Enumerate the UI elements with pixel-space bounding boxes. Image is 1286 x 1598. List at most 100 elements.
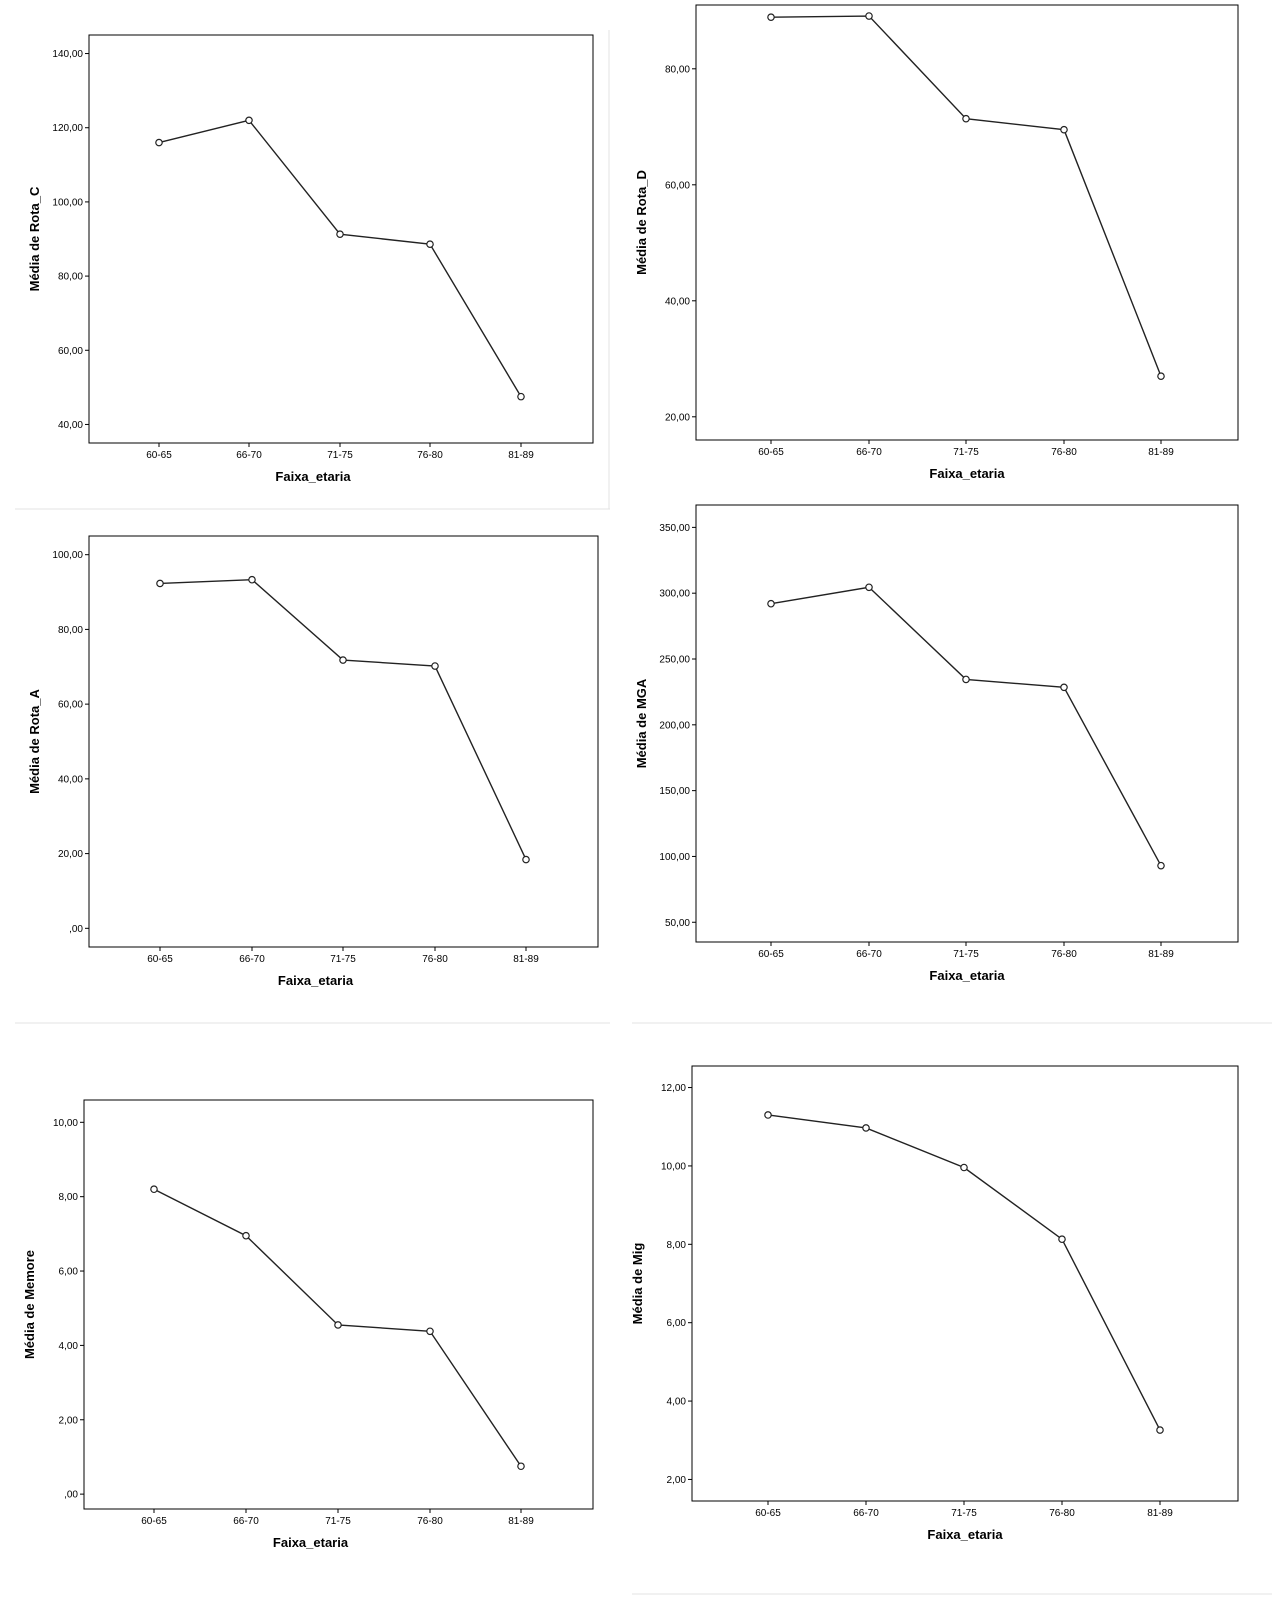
x-tick-label: 71-75 (953, 949, 979, 960)
x-tick-label: 76-80 (417, 1516, 443, 1527)
y-tick-label: 120,00 (52, 123, 83, 134)
x-tick-label: 81-89 (1148, 949, 1174, 960)
series-line (770, 586, 1162, 866)
x-tick-label: 81-89 (508, 450, 534, 461)
x-tick-label: 66-70 (239, 954, 265, 965)
x-tick-label: 60-65 (758, 949, 784, 960)
data-point (242, 1231, 250, 1240)
x-tick-label: 76-80 (1049, 1508, 1075, 1519)
y-tick-label: 80,00 (58, 272, 83, 283)
plot-frame (695, 504, 1239, 943)
series-line (770, 15, 1162, 377)
data-point (426, 240, 434, 248)
data-point (517, 1462, 525, 1471)
x-tick-label: 66-70 (236, 450, 262, 461)
series-line (158, 119, 522, 397)
y-tick-label: 20,00 (665, 412, 690, 423)
x-tick-label: 60-65 (758, 447, 784, 458)
data-point (522, 855, 530, 864)
y-tick-label: 150,00 (659, 786, 690, 797)
line-chart-4: 50,00 100,00 150,00 200,00 250,00 300,00 350,0… (634, 504, 1239, 983)
series-line (159, 579, 527, 860)
x-axis-title: Faixa_etaria (275, 469, 351, 484)
data-point (426, 1327, 434, 1336)
y-tick-label: 60,00 (58, 346, 83, 357)
data-point (339, 656, 347, 664)
plot-frame (88, 34, 594, 444)
data-point (767, 599, 775, 608)
y-tick-label: 80,00 (665, 64, 690, 75)
y-tick-label: 100,00 (52, 197, 83, 208)
x-tick-label: 60-65 (146, 450, 172, 461)
series-line (767, 1114, 1161, 1431)
plot-frame (83, 1099, 594, 1510)
y-tick-label: 100,00 (52, 550, 83, 561)
x-tick-label: 66-70 (856, 447, 882, 458)
line-chart-5: ,00 2,00 4,00 6,00 8,00 10,00 60-65 66-70 71-75 7… (22, 1099, 594, 1550)
data-point (962, 675, 970, 684)
data-point (150, 1185, 158, 1194)
y-tick-label: 100,00 (659, 852, 690, 863)
y-tick-label: 200,00 (659, 720, 690, 731)
y-axis-title: Média de Memore (22, 1250, 37, 1359)
x-axis-title: Faixa_etaria (929, 968, 1005, 983)
y-tick-label: 4,00 (667, 1397, 687, 1408)
x-tick-label: 60-65 (141, 1516, 167, 1527)
y-tick-label: 250,00 (659, 655, 690, 666)
y-tick-label: 12,00 (661, 1083, 686, 1094)
line-chart-1: 40,00 60,00 80,00 100,00 120,00 140,00 60-65 66… (27, 34, 594, 484)
y-tick-label: 4,00 (59, 1341, 79, 1352)
x-tick-label: 76-80 (417, 450, 443, 461)
data-point (767, 13, 775, 21)
y-axis-title: Média de Rota_D (634, 170, 649, 275)
y-tick-label: 2,00 (667, 1475, 687, 1486)
y-tick-label: 10,00 (661, 1161, 686, 1172)
x-tick-label: 76-80 (1051, 447, 1077, 458)
data-point (431, 662, 439, 670)
x-tick-label: 71-75 (327, 450, 353, 461)
y-tick-label: 60,00 (665, 180, 690, 191)
data-point (1157, 372, 1165, 381)
y-tick-label: 10,00 (53, 1118, 78, 1129)
y-tick-label: 60,00 (58, 700, 83, 711)
data-point (764, 1111, 772, 1119)
data-point (1156, 1426, 1164, 1434)
y-tick-label: 80,00 (58, 625, 83, 636)
line-chart-3: ,00 20,00 40,00 60,00 80,00 100,00 60-65 66-70 7… (27, 535, 599, 988)
data-point (962, 114, 970, 123)
data-point (155, 138, 163, 147)
y-tick-label: 2,00 (59, 1415, 79, 1426)
y-axis-title: Média de Rota_A (27, 689, 42, 794)
plot-frame (695, 4, 1239, 441)
y-tick-label: 50,00 (665, 918, 690, 929)
y-tick-label: 300,00 (659, 589, 690, 600)
y-tick-label: 8,00 (667, 1240, 687, 1251)
x-tick-label: 81-89 (1148, 447, 1174, 458)
plot-frame (691, 1065, 1239, 1502)
x-tick-label: 71-75 (325, 1516, 351, 1527)
y-tick-label: 350,00 (659, 523, 690, 534)
y-tick-label: 8,00 (59, 1192, 79, 1203)
data-point (517, 392, 525, 401)
y-tick-label: 140,00 (52, 49, 83, 60)
y-axis-title: Média de Mig (630, 1243, 645, 1325)
data-point (1058, 1235, 1066, 1244)
x-tick-label: 81-89 (1147, 1508, 1173, 1519)
x-tick-label: 71-75 (330, 954, 356, 965)
data-point (1060, 683, 1068, 692)
x-tick-label: 81-89 (508, 1516, 534, 1527)
x-tick-label: 66-70 (853, 1508, 879, 1519)
x-tick-label: 66-70 (233, 1516, 259, 1527)
data-point (336, 230, 344, 238)
data-point (245, 116, 253, 125)
x-axis-title: Faixa_etaria (273, 1535, 349, 1550)
x-tick-label: 66-70 (856, 949, 882, 960)
y-tick-label: 40,00 (58, 420, 83, 431)
x-tick-label: 60-65 (755, 1508, 781, 1519)
y-tick-label: 6,00 (667, 1318, 687, 1329)
x-axis-title: Faixa_etaria (927, 1527, 1003, 1542)
data-point (865, 12, 873, 20)
data-point (960, 1163, 968, 1172)
y-tick-label: ,00 (64, 1490, 78, 1501)
line-chart-6: 2,00 4,00 6,00 8,00 10,00 12,00 60-65 66-70 71-7… (630, 1065, 1239, 1542)
